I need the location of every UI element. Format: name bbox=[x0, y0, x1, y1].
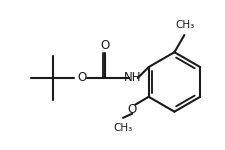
Text: NH: NH bbox=[124, 71, 141, 84]
Text: CH₃: CH₃ bbox=[113, 123, 132, 133]
Text: O: O bbox=[127, 103, 136, 116]
Text: O: O bbox=[100, 39, 109, 52]
Text: O: O bbox=[77, 71, 87, 84]
Text: CH₃: CH₃ bbox=[175, 20, 194, 30]
